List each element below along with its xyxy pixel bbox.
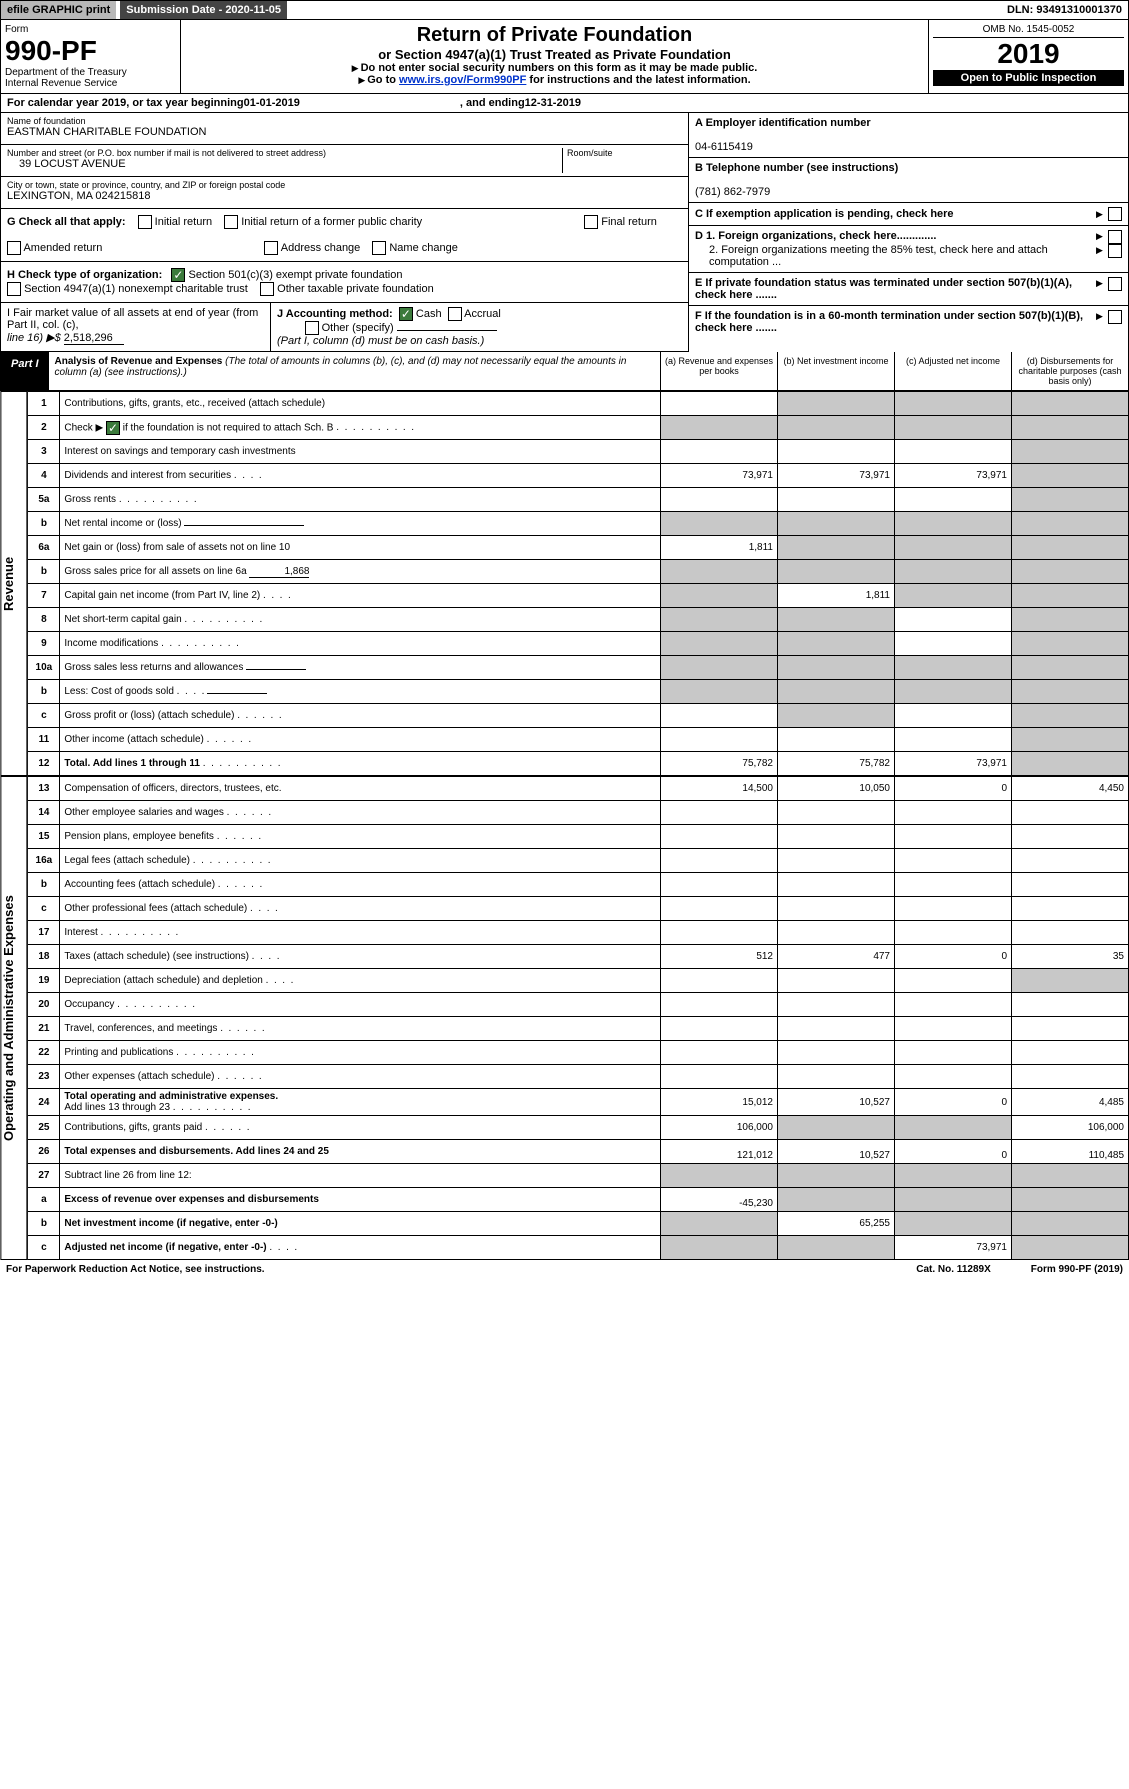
revenue-section: Revenue 1Contributions, gifts, grants, e… (0, 391, 1129, 776)
e-row: E If private foundation status was termi… (689, 273, 1128, 306)
note-link: Go to www.irs.gov/Form990PF for instruct… (185, 74, 924, 86)
form-subtitle: or Section 4947(a)(1) Trust Treated as P… (185, 47, 924, 62)
calendar-line: For calendar year 2019, or tax year begi… (0, 94, 1129, 113)
chk-501c3[interactable] (171, 268, 185, 282)
d-row: D 1. Foreign organizations, check here..… (689, 226, 1128, 273)
phone-row: B Telephone number (see instructions) (7… (689, 158, 1128, 203)
address-row: Number and street (or P.O. box number if… (1, 145, 688, 177)
part1-header: Part I Analysis of Revenue and Expenses … (0, 352, 1129, 391)
chk-other-org[interactable] (260, 282, 274, 296)
foundation-name-row: Name of foundation EASTMAN CHARITABLE FO… (1, 113, 688, 145)
chk-initial-former[interactable] (224, 215, 238, 229)
chk-d2[interactable] (1108, 244, 1122, 258)
col-c: (c) Adjusted net income (894, 352, 1011, 390)
chk-initial[interactable] (138, 215, 152, 229)
dln: DLN: 93491310001370 (1001, 1, 1128, 19)
chk-e[interactable] (1108, 277, 1122, 291)
efile-btn[interactable]: efile GRAPHIC print (1, 1, 116, 19)
col-b: (b) Net investment income (777, 352, 894, 390)
f-row: F If the foundation is in a 60-month ter… (689, 306, 1128, 338)
irs-link[interactable]: www.irs.gov/Form990PF (399, 74, 526, 86)
h-row: H Check type of organization: Section 50… (1, 262, 688, 303)
city-row: City or town, state or province, country… (1, 177, 688, 209)
form-number: 990-PF (5, 35, 176, 67)
chk-accrual[interactable] (448, 307, 462, 321)
irs-label: Internal Revenue Service (5, 78, 176, 89)
chk-schb[interactable] (106, 421, 120, 435)
form-label: Form (5, 24, 176, 35)
chk-other-method[interactable] (305, 321, 319, 335)
chk-address[interactable] (264, 241, 278, 255)
chk-final[interactable] (584, 215, 598, 229)
expenses-label: Operating and Administrative Expenses (0, 776, 27, 1260)
footer: For Paperwork Reduction Act Notice, see … (0, 1260, 1129, 1279)
submission-date: Submission Date - 2020-11-05 (120, 1, 287, 19)
identity-block: Name of foundation EASTMAN CHARITABLE FO… (0, 113, 1129, 352)
revenue-label: Revenue (0, 391, 27, 776)
top-bar: efile GRAPHIC print Submission Date - 20… (0, 0, 1129, 20)
expenses-section: Operating and Administrative Expenses 13… (0, 776, 1129, 1260)
public-inspection: Open to Public Inspection (933, 70, 1124, 86)
chk-4947[interactable] (7, 282, 21, 296)
expenses-table: 13Compensation of officers, directors, t… (27, 776, 1129, 1260)
revenue-table: 1Contributions, gifts, grants, etc., rec… (27, 391, 1129, 776)
col-d: (d) Disbursements for charitable purpose… (1011, 352, 1128, 390)
omb: OMB No. 1545-0052 (933, 24, 1124, 38)
tax-year: 2019 (933, 38, 1124, 70)
note-ssn: Do not enter social security numbers on … (185, 62, 924, 74)
ein-row: A Employer identification number 04-6115… (689, 113, 1128, 158)
chk-c[interactable] (1108, 207, 1122, 221)
chk-d1[interactable] (1108, 230, 1122, 244)
c-row: C If exemption application is pending, c… (689, 203, 1128, 226)
part1-tab: Part I (1, 352, 49, 390)
form-header: Form 990-PF Department of the Treasury I… (0, 20, 1129, 94)
chk-name[interactable] (372, 241, 386, 255)
col-a: (a) Revenue and expenses per books (660, 352, 777, 390)
dept-label: Department of the Treasury (5, 67, 176, 78)
ijk-row: I Fair market value of all assets at end… (1, 303, 688, 352)
chk-amended[interactable] (7, 241, 21, 255)
chk-cash[interactable] (399, 307, 413, 321)
chk-f[interactable] (1108, 310, 1122, 324)
form-title: Return of Private Foundation (185, 24, 924, 47)
g-row: G Check all that apply: Initial return I… (1, 209, 688, 262)
